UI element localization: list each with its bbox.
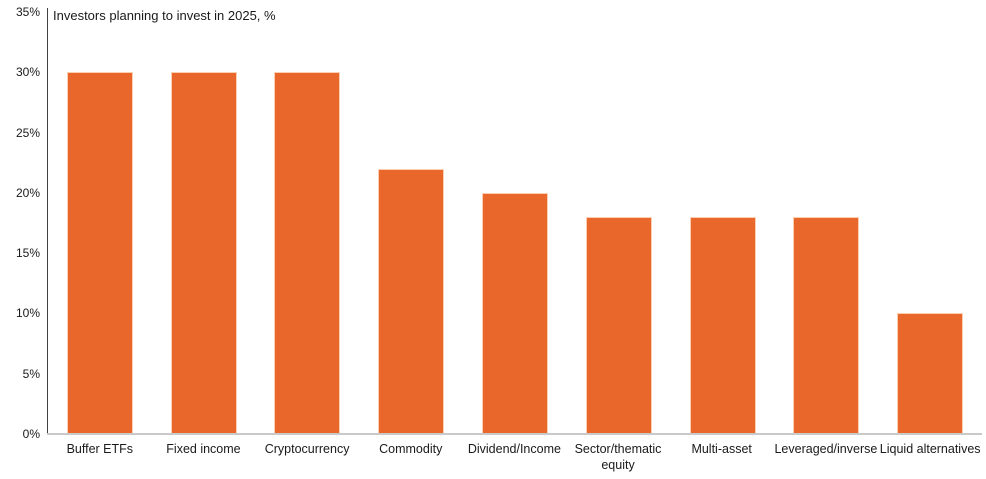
- x-category-label: Sector/thematic equity: [574, 442, 662, 473]
- y-tick-label: 5%: [22, 366, 40, 381]
- bar: [897, 313, 964, 434]
- bar: [482, 192, 549, 434]
- x-category-label: Buffer ETFs: [66, 442, 134, 456]
- x-category-label: Dividend/Income: [467, 442, 561, 456]
- x-category-label: Cryptocurrency: [264, 442, 350, 456]
- bar-cell: [463, 12, 567, 434]
- bar: [274, 72, 341, 434]
- y-tick-label: 20%: [15, 185, 40, 200]
- bar-cell: [671, 12, 775, 434]
- x-category-label: Fixed income: [166, 442, 241, 456]
- bar-cell: [359, 12, 463, 434]
- chart-title: Investors planning to invest in 2025, %: [53, 8, 276, 23]
- bar: [793, 216, 860, 434]
- bar: [170, 72, 237, 434]
- bars-container: [48, 12, 982, 434]
- bar-cell: [48, 12, 152, 434]
- y-tick-label: 35%: [15, 5, 40, 19]
- bar: [689, 216, 756, 434]
- bar: [585, 216, 652, 434]
- bar-cell: [152, 12, 256, 434]
- y-tick-label: 25%: [15, 125, 40, 140]
- bar-cell: [878, 12, 982, 434]
- y-axis-line: [47, 8, 48, 434]
- bar-cell: [256, 12, 360, 434]
- x-category-label: Leveraged/inverse: [774, 442, 878, 456]
- x-axis-baseline: [47, 433, 982, 435]
- y-tick-label: 15%: [15, 246, 40, 261]
- x-category-label: Commodity: [379, 442, 443, 456]
- y-tick-label: 30%: [15, 65, 40, 80]
- x-category-label: Liquid alternatives: [879, 442, 981, 456]
- y-tick-label: 0%: [22, 427, 40, 441]
- x-axis-category-labels: Buffer ETFs Fixed income Cryptocurrency Com…: [48, 441, 982, 474]
- bar-cell: [567, 12, 671, 434]
- bar: [378, 168, 445, 434]
- y-tick-label: 10%: [15, 306, 40, 321]
- y-axis-tick-labels: 0% 5% 10% 15% 20% 25% 30% 35%: [0, 0, 40, 479]
- bar: [66, 72, 133, 434]
- x-category-label: Multi-asset: [691, 442, 752, 456]
- bar-cell: [774, 12, 878, 434]
